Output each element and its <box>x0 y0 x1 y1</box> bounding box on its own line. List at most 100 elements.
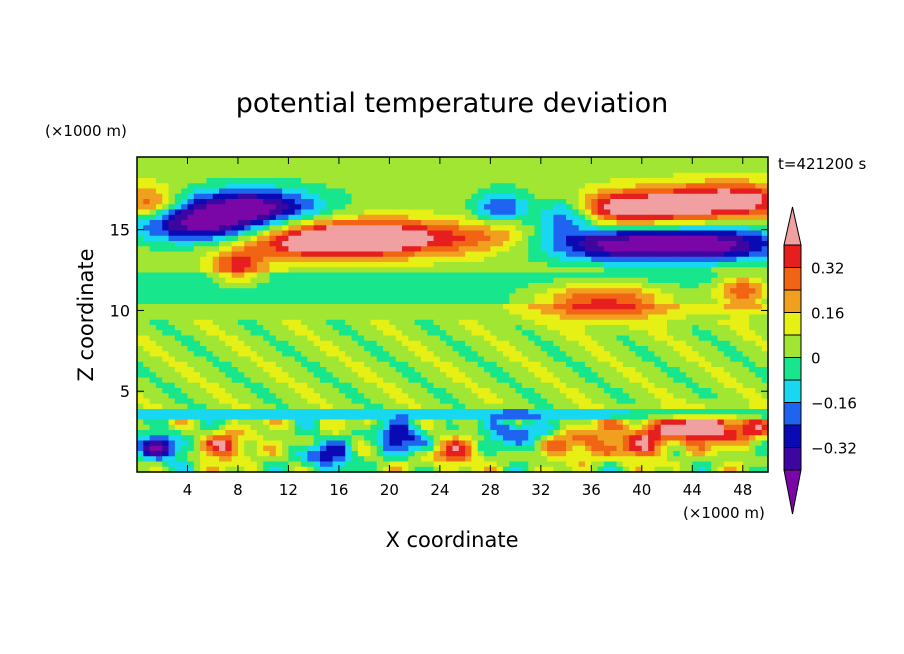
field-cell <box>408 293 416 300</box>
field-cell <box>212 351 220 358</box>
field-cell <box>528 382 536 389</box>
field-cell <box>711 225 719 232</box>
field-cell <box>288 204 296 211</box>
field-cell <box>383 178 390 184</box>
field-cell <box>692 346 700 352</box>
field-cell <box>263 199 271 205</box>
field-cell <box>528 361 536 368</box>
field-cell <box>275 403 283 410</box>
field-cell <box>534 372 542 379</box>
field-cell <box>149 293 157 300</box>
field-cell <box>433 356 441 363</box>
field-cell <box>351 388 359 394</box>
field-cell <box>395 351 403 358</box>
field-cell <box>635 356 643 363</box>
field-cell <box>193 204 201 211</box>
field-cell <box>383 351 390 358</box>
field-cell <box>427 340 435 347</box>
field-cell <box>610 388 618 394</box>
field-cell <box>509 162 517 169</box>
field-cell <box>717 351 725 358</box>
field-cell <box>578 214 586 221</box>
field-cell <box>187 157 195 163</box>
field-cell <box>509 314 517 321</box>
field-cell <box>698 230 706 237</box>
field-cell <box>370 319 378 326</box>
field-cell <box>761 309 769 316</box>
field-cell <box>547 162 555 169</box>
field-cell <box>648 298 656 305</box>
field-cell <box>219 367 226 373</box>
field-cell <box>357 246 365 253</box>
field-cell <box>187 398 195 405</box>
field-cell <box>168 246 176 253</box>
field-cell <box>471 157 479 163</box>
field-cell <box>155 288 163 295</box>
field-cell <box>509 193 517 200</box>
field-cell <box>288 382 296 389</box>
field-cell <box>200 193 208 200</box>
field-cell <box>704 314 712 321</box>
field-cell <box>730 398 738 405</box>
field-cell <box>313 214 321 221</box>
field-cell <box>465 204 473 211</box>
field-cell <box>553 403 561 410</box>
field-cell <box>200 388 208 394</box>
field-cell <box>383 388 390 394</box>
field-cell <box>433 193 441 200</box>
field-cell <box>452 293 460 300</box>
field-cell <box>673 178 681 184</box>
field-cell <box>244 393 252 400</box>
field-cell <box>597 309 605 316</box>
field-cell <box>534 319 542 326</box>
field-cell <box>528 293 536 300</box>
field-cell <box>408 199 416 205</box>
field-cell <box>370 403 378 410</box>
field-cell <box>755 183 763 190</box>
field-cell <box>427 304 435 310</box>
field-cell <box>673 277 681 284</box>
field-cell <box>465 283 473 289</box>
field-cell <box>427 167 435 174</box>
field-cell <box>692 372 700 379</box>
field-cell <box>458 330 466 337</box>
field-cell <box>275 241 283 247</box>
field-cell <box>237 393 245 400</box>
field-cell <box>515 340 523 347</box>
field-cell <box>338 225 346 232</box>
field-cell <box>540 251 548 258</box>
field-cell <box>357 393 365 400</box>
field-cell <box>433 199 441 205</box>
field-cell <box>458 199 466 205</box>
field-cell <box>313 372 321 379</box>
field-cell <box>704 298 712 305</box>
field-cell <box>376 272 384 279</box>
field-cell <box>591 193 599 200</box>
field-cell <box>168 183 176 190</box>
field-cell <box>162 199 170 205</box>
field-cell <box>155 277 163 284</box>
field-cell <box>547 293 555 300</box>
field-cell <box>704 167 712 174</box>
field-cell <box>717 319 725 326</box>
field-cell <box>749 314 756 321</box>
field-cell <box>206 367 214 373</box>
field-cell <box>490 251 498 258</box>
field-cell <box>471 372 479 379</box>
field-cell <box>635 393 643 400</box>
field-cell <box>597 172 605 179</box>
field-cell <box>477 199 485 205</box>
field-cell <box>225 251 233 258</box>
field-cell <box>174 388 182 394</box>
field-cell <box>307 398 315 405</box>
field-cell <box>269 157 277 163</box>
field-cell <box>269 225 277 232</box>
field-cell <box>477 272 485 279</box>
field-cell <box>648 325 656 331</box>
field-cell <box>452 398 460 405</box>
field-cell <box>231 157 239 163</box>
field-cell <box>155 209 163 216</box>
field-cell <box>679 335 687 342</box>
field-cell <box>345 330 353 337</box>
field-cell <box>143 340 151 347</box>
